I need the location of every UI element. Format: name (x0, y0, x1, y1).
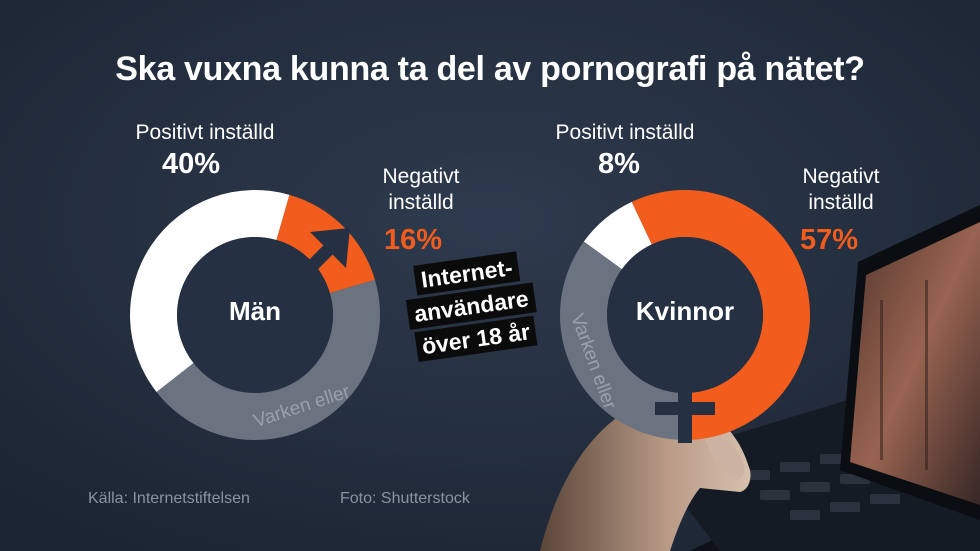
men-center-label: Män (229, 296, 281, 326)
men-slice-positive (129, 189, 290, 392)
women-negative-label-line1: Negativt (802, 165, 880, 188)
men-positive-value: 40% (162, 148, 221, 180)
women-positive-value: 8% (598, 148, 640, 180)
women-slice-positive (583, 201, 652, 270)
women-negative-label-line2: inställd (808, 191, 874, 214)
women-positive-label: Positivt inställd (555, 121, 695, 144)
donut-chart-men: Varken eller (129, 189, 380, 440)
men-slice-neither (156, 279, 380, 440)
men-negative-label-line1: Negativt (382, 165, 460, 188)
source-text: Källa: Internetstiftelsen (88, 490, 250, 507)
donut-chart-women: Varken eller (560, 190, 810, 443)
women-negative-value: 57% (800, 224, 859, 256)
women-slice-neither (560, 241, 685, 440)
female-symbol-icon (655, 385, 715, 443)
women-donut-hole (607, 237, 763, 393)
men-positive-label: Positivt inställd (135, 121, 275, 144)
chart-title: Ska vuxna kunna ta del av pornografi på … (115, 50, 865, 88)
male-symbol-icon (293, 228, 350, 285)
men-negative-label-line2: inställd (388, 191, 454, 214)
women-center-label: Kvinnor (635, 296, 735, 326)
women-slice-negative (631, 190, 810, 440)
men-negative-value: 16% (384, 224, 443, 256)
photo-credit: Foto: Shutterstock (340, 490, 470, 507)
